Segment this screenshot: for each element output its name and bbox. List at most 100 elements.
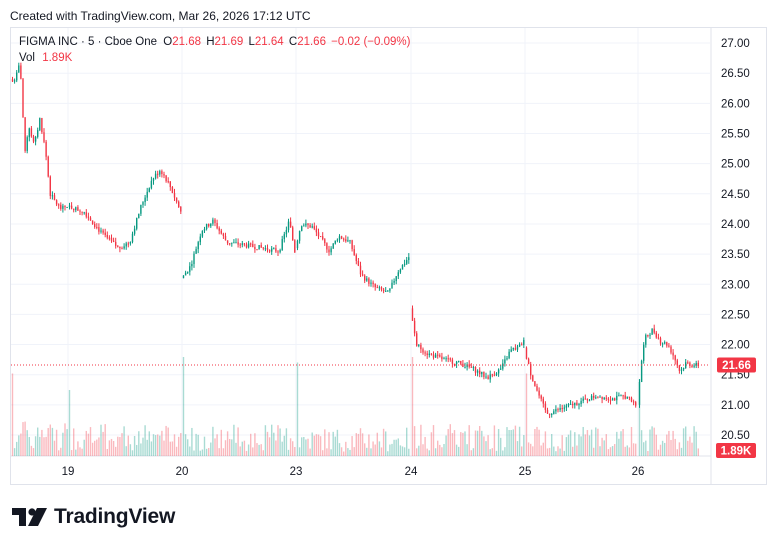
- candle-body: [148, 188, 150, 192]
- candle-body: [199, 236, 201, 243]
- volume-bar: [163, 440, 165, 456]
- volume-bar: [294, 447, 296, 456]
- candle-body: [112, 240, 115, 242]
- volume-bar: [317, 434, 320, 456]
- volume-bar: [449, 424, 451, 456]
- candle-body: [250, 243, 252, 245]
- x-tick-label: 19: [62, 466, 75, 478]
- volume-bar: [485, 441, 487, 456]
- volume-bar: [305, 439, 307, 456]
- volume-bar: [353, 447, 355, 456]
- volume-bars: [11, 357, 699, 456]
- candle-body: [512, 348, 514, 350]
- last-volume-label: 1.89K: [721, 446, 752, 458]
- candle-body: [659, 338, 662, 344]
- candle-body: [406, 260, 408, 264]
- candle-body: [142, 202, 144, 205]
- candle-body: [376, 287, 378, 289]
- volume-bar: [266, 431, 269, 456]
- volume-bar: [319, 436, 322, 456]
- volume-bar: [189, 446, 191, 456]
- tradingview-logo[interactable]: TradingView: [12, 505, 175, 529]
- volume-bar: [165, 425, 167, 456]
- volume-bar: [593, 447, 595, 456]
- volume-bar: [534, 429, 536, 456]
- volume-bar: [455, 444, 458, 456]
- candle-body: [437, 354, 439, 356]
- candle-body: [355, 255, 357, 261]
- time-axis: 19 20 23 24 25 26: [62, 466, 645, 478]
- volume-bar: [26, 430, 28, 456]
- volume-bar: [664, 442, 666, 456]
- volume-bar: [32, 448, 35, 456]
- candle-body: [273, 248, 275, 250]
- volume-bar: [184, 434, 187, 456]
- candle-body: [157, 173, 159, 175]
- x-tick-label: 26: [632, 466, 645, 478]
- candle-body: [582, 398, 584, 401]
- candle-body: [96, 226, 98, 228]
- candle-body: [439, 355, 441, 357]
- volume-bar: [542, 442, 544, 456]
- candle-body: [210, 223, 212, 227]
- candle-body: [527, 358, 530, 365]
- volume-bar: [605, 434, 607, 456]
- candle-body: [357, 260, 360, 266]
- candle-body: [264, 248, 267, 250]
- volume-bar: [171, 441, 174, 456]
- candle-body: [180, 206, 182, 212]
- volume-bar: [289, 438, 292, 456]
- volume-bar: [262, 450, 264, 456]
- volume-bar: [180, 433, 182, 456]
- volume-bar: [443, 443, 445, 456]
- volume-bar: [127, 435, 129, 456]
- candle-body: [387, 290, 389, 292]
- candle-body: [546, 409, 549, 414]
- volume-bar: [632, 443, 635, 456]
- chart-frame[interactable]: [10, 27, 767, 485]
- legend-ohlc[interactable]: FIGMA INC · 5 · Cboe One O21.68 H21.69 L…: [19, 36, 410, 48]
- candle-body: [572, 403, 574, 406]
- volume-bar: [345, 441, 347, 456]
- x-tick-label: 24: [405, 466, 418, 478]
- volume-bar: [112, 441, 115, 456]
- candle-body: [510, 349, 512, 352]
- candle-body: [500, 368, 502, 370]
- y-tick-label: 22.00: [721, 340, 750, 352]
- candle-body: [672, 352, 674, 356]
- volume-bar: [117, 436, 119, 456]
- volume-bar: [83, 439, 85, 456]
- volume-bar: [527, 442, 530, 456]
- candle-body: [220, 230, 222, 234]
- volume-bar: [281, 441, 283, 456]
- volume-bar: [523, 435, 525, 456]
- volume-bar: [55, 429, 58, 456]
- candle-body: [233, 242, 235, 244]
- candle-body: [258, 245, 260, 250]
- candle-body: [123, 246, 125, 249]
- candle-body: [508, 351, 510, 359]
- candle-body: [426, 353, 428, 355]
- candle-body: [262, 247, 264, 249]
- volume-bar: [697, 448, 699, 456]
- candle-body: [328, 249, 330, 253]
- candle-body: [49, 176, 51, 196]
- candle-body: [468, 364, 470, 367]
- volume-bar: [110, 438, 113, 456]
- volume-bar: [203, 436, 206, 456]
- candle-body: [518, 344, 521, 347]
- candle-body: [626, 396, 628, 399]
- volume-bar: [530, 443, 532, 456]
- volume-bar: [590, 429, 593, 456]
- volume-bar: [125, 446, 127, 456]
- legend-volume[interactable]: Vol 1.89K: [19, 52, 72, 64]
- volume-bar: [678, 442, 681, 456]
- candle-body: [523, 339, 525, 346]
- candle-body: [81, 211, 83, 213]
- volume-bar: [322, 450, 324, 456]
- volume-bar: [332, 431, 334, 456]
- legend-close: 21.66: [297, 36, 326, 48]
- candle-body: [657, 337, 660, 339]
- volume-bar: [514, 425, 517, 456]
